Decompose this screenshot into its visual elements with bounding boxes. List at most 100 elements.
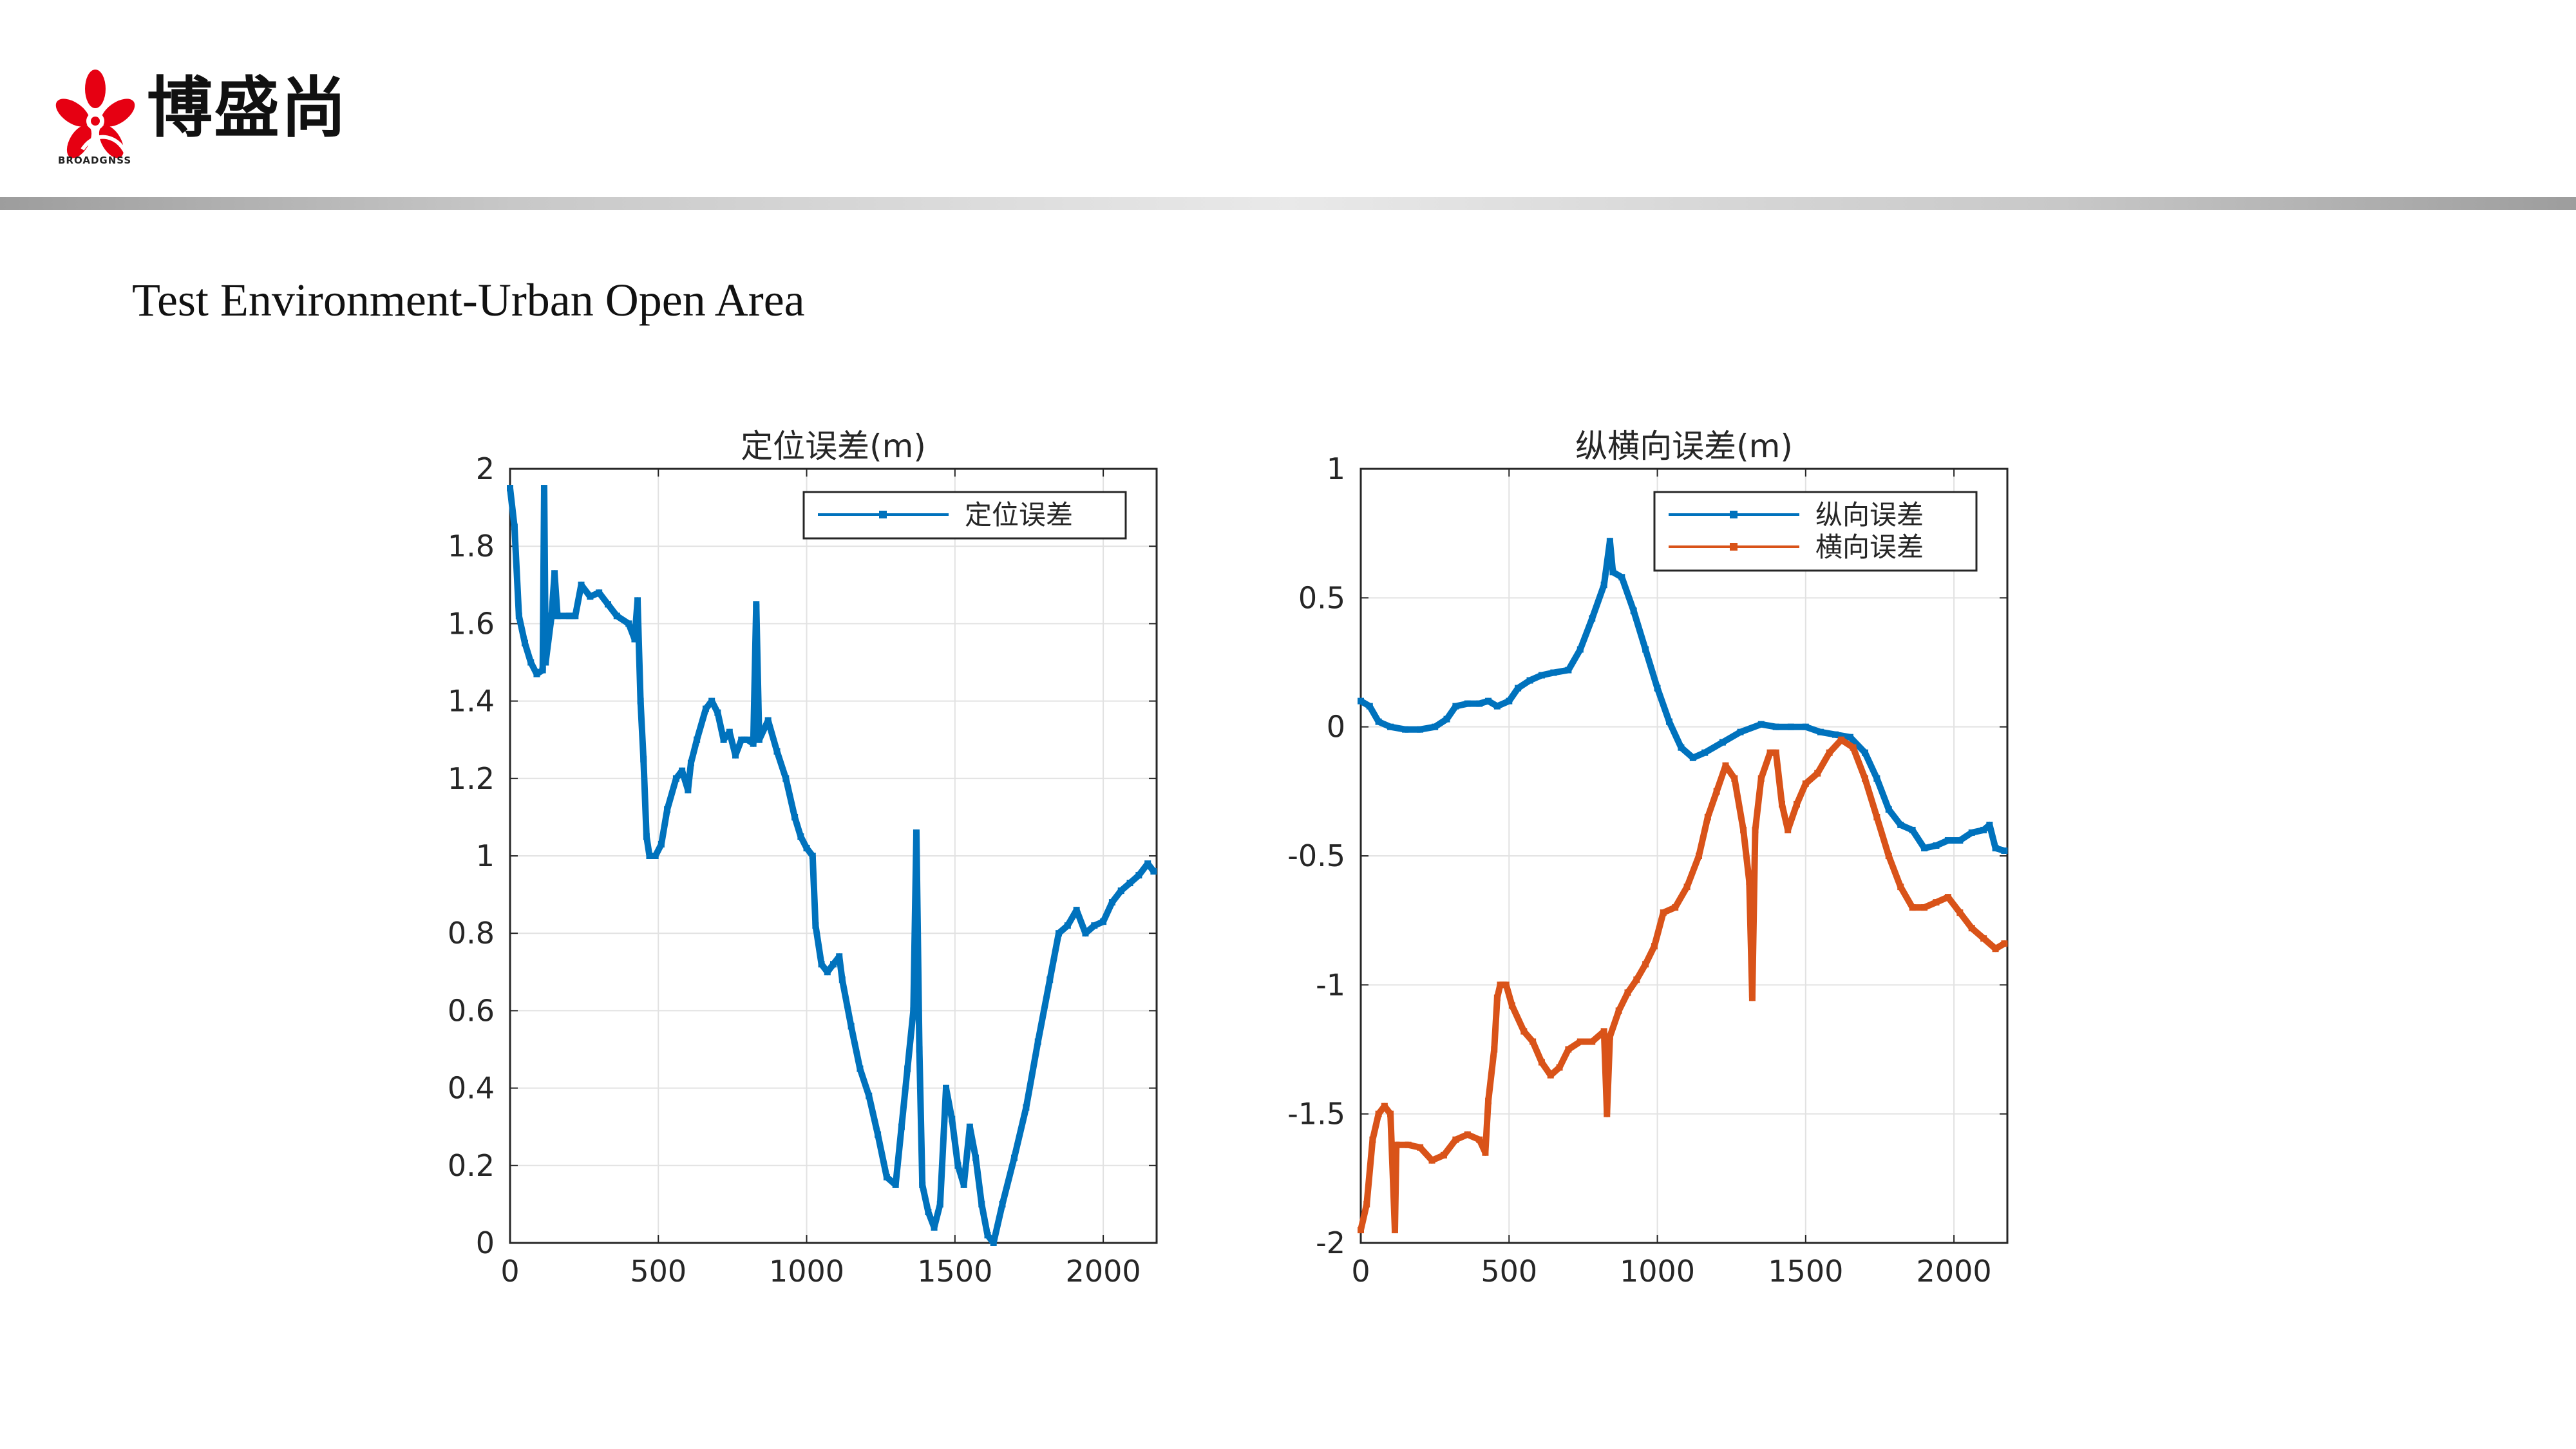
- data-point: [791, 813, 799, 820]
- data-point: [1713, 788, 1720, 795]
- data-point: [694, 736, 701, 743]
- data-point: [1117, 887, 1124, 895]
- data-point: [1565, 667, 1572, 674]
- data-point: [554, 612, 561, 620]
- x-tick-label: 1500: [917, 1254, 992, 1289]
- logo-text: 博盛尚: [147, 70, 348, 147]
- data-point: [1073, 907, 1080, 914]
- broadgnss-logo-icon: [55, 70, 135, 158]
- data-point: [1802, 780, 1809, 787]
- data-point: [1366, 703, 1373, 710]
- data-point: [916, 1046, 923, 1053]
- data-point: [1832, 731, 1839, 738]
- x-tick-label: 1500: [1768, 1254, 1843, 1289]
- data-point: [1909, 904, 1916, 911]
- data-point: [1417, 726, 1424, 733]
- y-tick-label: -2: [1316, 1226, 1345, 1260]
- data-point: [1986, 821, 1993, 828]
- data-point: [533, 670, 540, 677]
- data-point: [1748, 994, 1756, 1001]
- data-point: [1493, 994, 1501, 1001]
- data-point: [972, 1154, 980, 1161]
- data-point: [1980, 826, 1987, 833]
- data-point: [1956, 837, 1964, 844]
- data-point: [984, 1231, 991, 1238]
- data-point: [1778, 800, 1785, 808]
- data-point: [830, 961, 837, 968]
- data-point: [913, 829, 920, 836]
- data-point: [551, 570, 558, 577]
- data-point: [1897, 884, 1904, 891]
- data-point: [1547, 1072, 1554, 1079]
- data-point: [1577, 1038, 1584, 1045]
- data-point: [1766, 749, 1774, 756]
- data-point: [1452, 703, 1459, 710]
- y-tick-label: 1: [1327, 451, 1345, 486]
- data-point: [1452, 1136, 1459, 1143]
- data-point: [1678, 744, 1685, 751]
- data-point: [1606, 1033, 1613, 1040]
- series-1: [1358, 538, 2008, 854]
- data-point: [990, 1240, 997, 1246]
- data-point: [1814, 770, 1821, 777]
- y-tick-label: 0.2: [448, 1148, 495, 1183]
- y-tick-label: -0.5: [1287, 838, 1345, 873]
- y-tick-label: 0.5: [1298, 580, 1345, 615]
- data-point: [764, 717, 772, 724]
- legend-marker: [1730, 511, 1738, 518]
- data-point: [515, 612, 522, 620]
- data-point: [1992, 844, 1999, 851]
- data-point: [1772, 749, 1779, 756]
- data-point: [1056, 930, 1063, 937]
- data-point: [750, 740, 757, 747]
- data-point: [1757, 721, 1765, 728]
- legend-entry: 定位误差: [965, 499, 1073, 531]
- data-point: [685, 786, 692, 793]
- data-point: [1992, 945, 1999, 952]
- data-point: [1135, 872, 1142, 879]
- legend-marker: [1730, 543, 1738, 551]
- data-point: [726, 728, 733, 735]
- data-point: [782, 775, 790, 782]
- y-tick-label: 1: [476, 838, 495, 873]
- data-point: [596, 589, 603, 596]
- data-point: [1719, 739, 1726, 746]
- data-point: [720, 736, 727, 743]
- data-point: [1654, 685, 1661, 692]
- data-point: [1826, 749, 1833, 756]
- data-point: [1375, 718, 1382, 725]
- data-point: [1968, 829, 1975, 836]
- data-point: [803, 844, 810, 851]
- data-point: [1491, 1046, 1498, 1053]
- data-point: [1538, 672, 1545, 679]
- data-point: [1817, 728, 1824, 735]
- data-point: [1100, 918, 1107, 925]
- data-point: [1861, 775, 1868, 782]
- data-point: [2001, 847, 2008, 854]
- data-point: [637, 697, 644, 705]
- data-point: [634, 597, 641, 604]
- data-point: [1506, 697, 1513, 705]
- data-point: [1482, 1149, 1489, 1156]
- data-point: [1402, 726, 1409, 733]
- data-point: [738, 736, 745, 743]
- data-point: [1600, 582, 1607, 589]
- data-point: [1393, 1141, 1400, 1148]
- data-point: [954, 1162, 961, 1169]
- y-tick-label: 0.8: [448, 916, 495, 951]
- y-tick-label: -1: [1316, 967, 1345, 1002]
- data-point: [978, 1200, 985, 1208]
- data-point: [755, 736, 762, 743]
- data-point: [848, 1023, 855, 1030]
- data-point: [566, 612, 573, 620]
- y-tick-label: 1.4: [448, 684, 495, 719]
- y-tick-label: 1.2: [448, 761, 495, 796]
- data-point: [936, 1200, 943, 1208]
- data-point: [1144, 860, 1151, 867]
- data-point: [1921, 844, 1928, 851]
- data-point: [1476, 700, 1483, 707]
- data-point: [578, 582, 585, 589]
- data-point: [1589, 615, 1596, 622]
- data-point: [1802, 723, 1809, 730]
